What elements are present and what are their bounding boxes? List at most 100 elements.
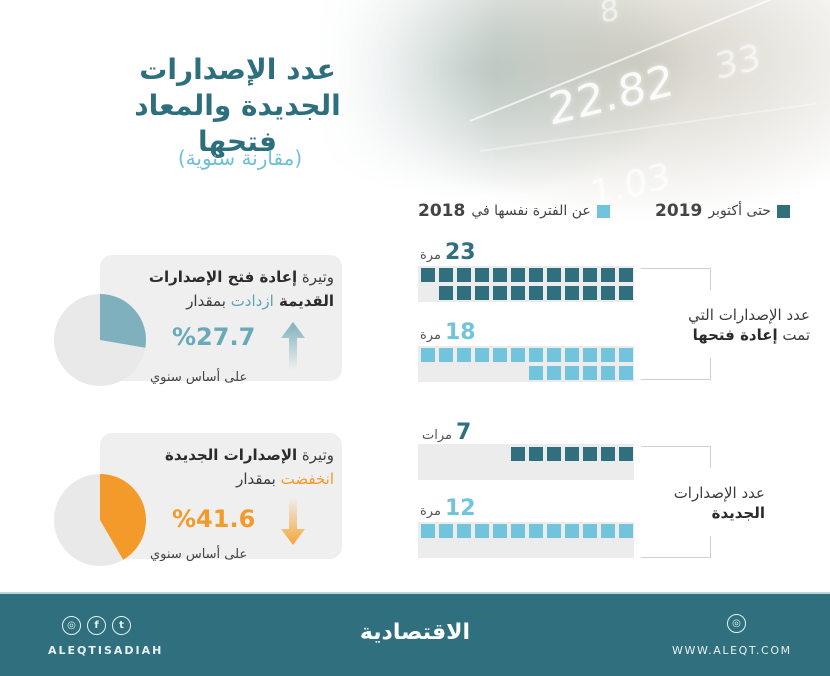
square-grid-2018-new	[421, 524, 633, 556]
percent-increase: %27.7	[172, 323, 256, 351]
grid-square	[475, 348, 489, 362]
grid-square	[511, 286, 525, 300]
grid-square	[547, 348, 561, 362]
grid-square	[547, 366, 561, 380]
website-link[interactable]: WWW.ALEQT.COM	[672, 644, 792, 657]
percent-decrease: %41.6	[172, 505, 256, 533]
grid-square	[619, 542, 633, 556]
grid-square	[475, 465, 489, 479]
bar-label-2019-new: 7 مرات	[422, 420, 472, 445]
social-handle[interactable]: ALEQTISADIAH	[48, 644, 164, 657]
grid-square	[493, 366, 507, 380]
grid-square	[511, 542, 525, 556]
grid-square	[583, 524, 597, 538]
grid-square	[421, 465, 435, 479]
grid-square	[493, 524, 507, 538]
grid-square	[601, 366, 615, 380]
grid-square	[457, 524, 471, 538]
grid-square	[439, 348, 453, 362]
grid-square	[457, 447, 471, 461]
grid-square	[493, 542, 507, 556]
grid-square	[529, 542, 543, 556]
grid-square	[583, 286, 597, 300]
bar-track	[418, 444, 634, 480]
grid-square	[583, 366, 597, 380]
grid-square	[475, 542, 489, 556]
grid-square	[547, 268, 561, 282]
globe-icon: ◎	[727, 614, 746, 633]
yoy-basis: على أساس سنوي	[150, 370, 248, 385]
grid-square	[565, 348, 579, 362]
legend-text: عن الفترة نفسها في	[471, 203, 591, 219]
grid-square	[421, 447, 435, 461]
grid-square	[511, 465, 525, 479]
grid-square	[421, 268, 435, 282]
grid-square	[457, 348, 471, 362]
card-text-reopened: وتيرة إعادة فتح الإصدارات القديمة ازدادت…	[148, 268, 334, 310]
group-label-reopened: عدد الإصدارات التي تمت إعادة فتحها	[688, 306, 810, 344]
grid-square	[547, 447, 561, 461]
grid-square	[439, 542, 453, 556]
legend-item-2019: حتى أكتوبر 2019	[655, 200, 790, 222]
grid-square	[547, 542, 561, 556]
grid-square	[565, 286, 579, 300]
grid-square	[529, 366, 543, 380]
arrow-down-icon	[281, 497, 305, 545]
yoy-basis: على أساس سنوي	[150, 547, 248, 562]
grid-square	[601, 465, 615, 479]
facebook-icon[interactable]: f	[87, 616, 106, 635]
card-text-new: وتيرة الإصدارات الجديدة انخفضت بمقدار	[165, 446, 334, 488]
grid-square	[565, 366, 579, 380]
grid-square	[547, 286, 561, 300]
grid-square	[529, 465, 543, 479]
grid-square	[583, 268, 597, 282]
page-subtitle: (مقارنة سنوية)	[177, 146, 303, 170]
instagram-icon[interactable]: ◎	[62, 616, 81, 635]
square-grid-2018-reopened	[421, 348, 633, 380]
grid-square	[493, 286, 507, 300]
grid-square	[439, 268, 453, 282]
grid-square	[421, 366, 435, 380]
grid-square	[619, 447, 633, 461]
grid-square	[475, 366, 489, 380]
social-links: ◎ f t	[62, 616, 131, 635]
grid-square	[565, 268, 579, 282]
grid-square	[475, 447, 489, 461]
grid-square	[601, 542, 615, 556]
legend-swatch-dark	[776, 204, 790, 218]
grid-square	[565, 542, 579, 556]
grid-square	[457, 366, 471, 380]
grid-square	[421, 542, 435, 556]
grid-square	[493, 268, 507, 282]
square-grid-2019-new	[421, 447, 633, 479]
grid-square	[457, 286, 471, 300]
grid-square	[511, 524, 525, 538]
footer: ◎ f t ALEQTISADIAH الاقتصادية ◎ WWW.ALEQ…	[0, 592, 830, 676]
grid-square	[583, 465, 597, 479]
grid-square	[601, 348, 615, 362]
square-grid-2019-reopened	[421, 268, 633, 300]
bar-track	[418, 346, 634, 382]
grid-square	[601, 524, 615, 538]
grid-square	[583, 447, 597, 461]
hero-fade	[0, 0, 830, 240]
grid-square	[565, 447, 579, 461]
pie-chart-reopened	[54, 294, 147, 386]
grid-square	[457, 542, 471, 556]
grid-square	[493, 348, 507, 362]
grid-square	[439, 465, 453, 479]
grid-square	[529, 268, 543, 282]
grid-square	[421, 348, 435, 362]
bar-track	[418, 522, 634, 558]
grid-square	[565, 524, 579, 538]
grid-square	[511, 447, 525, 461]
twitter-icon[interactable]: t	[112, 616, 131, 635]
title-line-1: عدد الإصدارات	[139, 53, 336, 86]
grid-square	[619, 465, 633, 479]
grid-square	[529, 524, 543, 538]
grid-square	[529, 447, 543, 461]
grid-square	[439, 447, 453, 461]
grid-square	[565, 465, 579, 479]
legend-item-2018: عن الفترة نفسها في 2018	[418, 200, 610, 222]
grid-square	[601, 447, 615, 461]
